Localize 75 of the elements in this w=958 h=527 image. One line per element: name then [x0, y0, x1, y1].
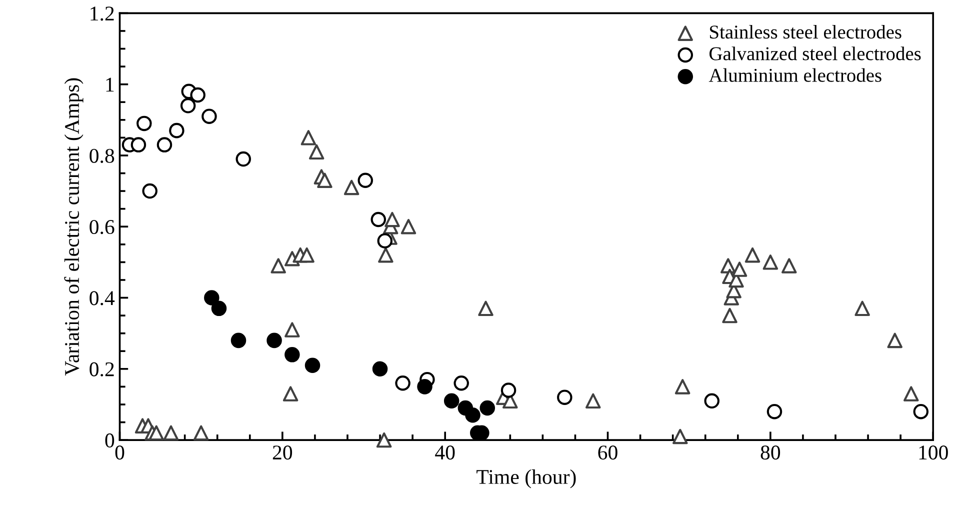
point [163, 425, 179, 441]
y-tick-label: 0 [105, 433, 114, 448]
point [211, 300, 227, 316]
y-axis-title: Variation of electric current (Amps) [64, 78, 84, 376]
point [180, 98, 196, 114]
legend-label: Galvanized steel electrodes [710, 46, 921, 60]
point [465, 408, 480, 423]
y-tick-label: 1.2 [90, 6, 114, 21]
point [300, 130, 316, 146]
point [304, 358, 320, 373]
point [156, 137, 172, 152]
y-tick-label: 0.6 [90, 220, 114, 234]
point [384, 212, 400, 228]
point [444, 393, 460, 409]
point [299, 247, 314, 263]
point [370, 212, 386, 228]
point [478, 300, 494, 316]
point [317, 172, 332, 188]
point [266, 332, 282, 348]
point [480, 400, 496, 416]
point [284, 322, 300, 338]
point [395, 375, 410, 391]
point [372, 361, 388, 377]
point [236, 151, 252, 167]
x-tick-label: 40 [435, 446, 455, 460]
point [913, 404, 929, 420]
point [744, 247, 760, 263]
point [344, 180, 360, 196]
point [674, 379, 690, 394]
point [417, 379, 432, 394]
point [284, 347, 300, 362]
point [190, 87, 206, 103]
point [169, 122, 184, 138]
point [454, 375, 469, 391]
point [202, 108, 217, 124]
point [308, 144, 324, 160]
point [400, 218, 416, 234]
x-tick-label: 0 [115, 446, 124, 460]
point [904, 386, 919, 402]
y-tick-label: 0.8 [90, 148, 114, 163]
point [887, 332, 902, 348]
point [781, 258, 797, 274]
point [130, 137, 146, 152]
point [378, 247, 394, 263]
point [376, 432, 392, 448]
x-tick-label: 20 [272, 446, 292, 460]
point [136, 116, 152, 132]
point [193, 425, 209, 441]
point [204, 290, 220, 306]
x-axis-title: Time (hour) [476, 469, 576, 488]
point [854, 300, 870, 316]
point [704, 393, 720, 409]
point [722, 308, 738, 324]
point [142, 183, 158, 199]
point [358, 172, 374, 188]
legend-label: Stainless steel electrodes [710, 24, 902, 39]
x-tick-label: 100 [919, 446, 948, 460]
y-tick-label: 0.2 [90, 362, 114, 376]
point [282, 386, 298, 402]
point [732, 262, 748, 277]
point [766, 404, 782, 420]
y-tick-label: 0.4 [90, 291, 115, 306]
point [585, 393, 601, 409]
point [230, 332, 246, 348]
point [500, 382, 516, 398]
point [148, 425, 164, 441]
x-tick-label: 80 [760, 446, 780, 460]
point [672, 428, 688, 444]
point [762, 254, 778, 270]
point [377, 233, 393, 248]
y-tick-label: 1 [106, 78, 114, 92]
point [270, 258, 286, 274]
point [557, 390, 572, 405]
legend-label: Aluminium electrodes [708, 68, 882, 82]
x-tick-label: 60 [598, 446, 618, 460]
